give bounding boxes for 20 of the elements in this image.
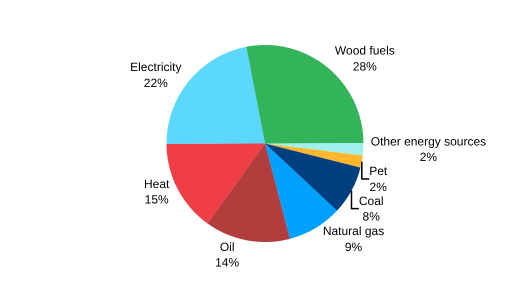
- slice-label: Natural gas: [322, 224, 384, 238]
- data-label: 9%: [344, 240, 363, 254]
- data-label: 2%: [370, 180, 388, 194]
- slice-label: Oil: [220, 240, 234, 254]
- pie-slice: [265, 144, 363, 168]
- slice-label: Pet: [369, 164, 388, 178]
- slice-label: Heat: [144, 176, 170, 191]
- pie-slice: [265, 143, 364, 156]
- slice-label: Coal: [358, 194, 384, 208]
- slice-label: Wood fuels: [334, 44, 395, 58]
- data-label: 15%: [144, 192, 169, 206]
- data-label: 2%: [420, 150, 438, 164]
- data-label: 22%: [144, 76, 168, 90]
- slice-label: Electricity: [130, 60, 182, 74]
- pie-slice: [265, 144, 360, 211]
- data-label: 8%: [362, 209, 380, 224]
- data-label: 28%: [352, 59, 378, 74]
- data-label: 14%: [215, 255, 240, 270]
- slice-label: Other energy sources: [370, 134, 486, 149]
- pie-slice: [207, 144, 290, 242]
